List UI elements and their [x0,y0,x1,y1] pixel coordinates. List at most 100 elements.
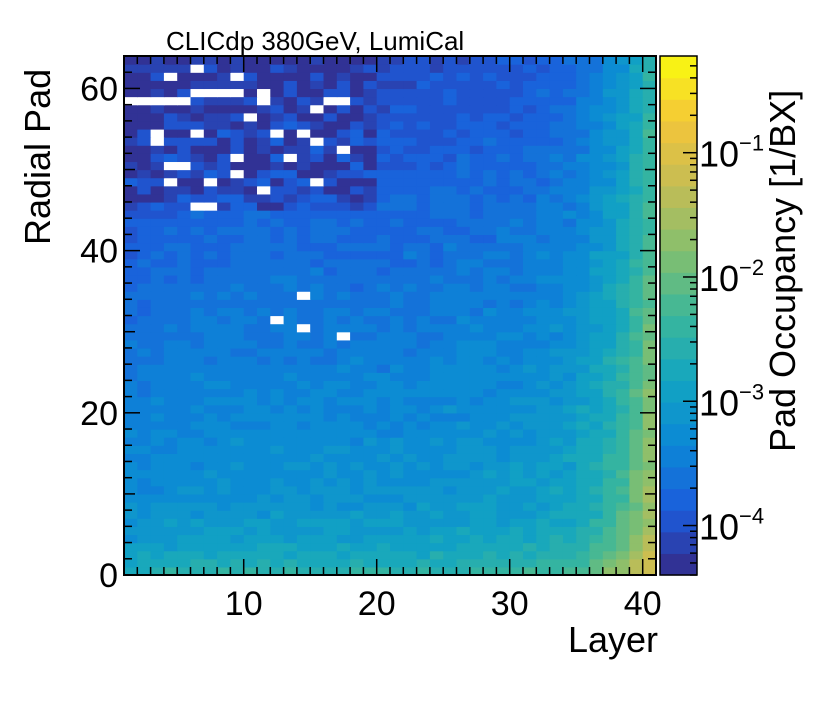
heatmap-cell [429,388,444,398]
heatmap-cell [190,526,205,536]
heatmap-cell [376,161,391,171]
heatmap-cell [243,193,258,203]
heatmap-cell [336,80,351,90]
heatmap-cell [469,380,484,390]
heatmap-cell [190,128,205,138]
heatmap-cell [443,145,458,154]
heatmap-cell [350,510,364,519]
heatmap-cell [629,120,644,130]
heatmap-cell [137,88,152,98]
heatmap-cell [190,56,205,65]
heatmap-cell [163,128,178,138]
heatmap-cell [336,526,351,536]
heatmap-cell [496,104,511,114]
heatmap-cell [217,218,231,227]
heatmap-cell [589,193,604,203]
heatmap-cell [429,201,444,211]
heatmap-cell [163,201,178,211]
heatmap-cell [376,550,391,560]
heatmap-cell [429,339,444,349]
heatmap-cell [509,323,524,333]
heatmap-cell [496,323,511,333]
heatmap-cell [336,169,351,179]
heatmap-cell [403,420,418,430]
heatmap-cell [536,291,551,300]
heatmap-cell [190,502,205,511]
heatmap-cell [443,177,458,187]
heatmap-cell [589,258,604,268]
heatmap-cell [296,177,311,187]
heatmap-cell [310,502,325,511]
heatmap-cell [376,291,391,300]
heatmap-cell [336,485,351,495]
heatmap-cell [616,226,630,236]
heatmap-cell [363,356,378,365]
heatmap-cell [243,274,258,284]
heatmap-cell [523,323,537,333]
heatmap-cell [642,323,657,333]
heatmap-cell [496,453,511,463]
heatmap-cell [562,339,577,349]
heatmap-cell [629,283,644,292]
heatmap-cell [642,493,657,503]
heatmap-cell [350,64,364,73]
heatmap-cell [163,493,178,503]
heatmap-cell [509,250,524,260]
heatmap-cell [642,169,657,179]
heatmap-cell [243,210,258,219]
heatmap-cell [589,128,604,138]
heatmap-cell [509,137,524,146]
heatmap-cell [429,380,444,390]
heatmap-cell [177,437,192,446]
heatmap-cell [283,510,298,519]
heatmap-cell [177,218,192,227]
heatmap-cell [523,299,537,308]
heatmap-cell [443,137,458,146]
heatmap-cell [576,120,591,130]
heatmap-cell [257,420,271,430]
heatmap-cell [336,56,351,65]
heatmap-cell [363,96,378,106]
heatmap-cell [190,364,205,373]
heatmap-cell [549,242,564,252]
heatmap-cell [270,372,285,381]
heatmap-cell [283,56,298,65]
heatmap-cell [376,364,391,373]
heatmap-cell [323,356,338,365]
heatmap-cell [270,80,285,90]
heatmap-cell [483,339,497,349]
heatmap-cell [523,88,537,98]
heatmap-cell [429,274,444,284]
heatmap-cell [549,493,564,503]
heatmap-cell [629,307,644,317]
heatmap-cell [390,485,404,495]
heatmap-cell [363,104,378,114]
heatmap-cell [270,193,285,203]
heatmap-cell [469,112,484,122]
heatmap-cell [203,274,218,284]
heatmap-cell [443,185,458,195]
heatmap-cell [642,242,657,252]
heatmap-cell [163,88,178,98]
heatmap-cell [629,210,644,219]
heatmap-cell [483,445,497,454]
heatmap-cell [323,477,338,487]
heatmap-cell [350,88,364,98]
heatmap-cell [217,437,231,446]
heatmap-cell [257,307,271,317]
heatmap-cell [576,526,591,536]
heatmap-cell [562,177,577,187]
heatmap-cell [217,185,231,195]
heatmap-cell [429,56,444,65]
heatmap-cell [469,388,484,398]
heatmap-cell [429,323,444,333]
heatmap-cell [549,558,564,568]
heatmap-cell [523,534,537,544]
colorbar-band [660,164,697,187]
heatmap-cell [483,550,497,560]
heatmap-cell [296,210,311,219]
colorbar-band [660,99,697,122]
colorbar-band [660,466,697,490]
heatmap-cell [642,56,657,65]
heatmap-cell [602,242,617,252]
